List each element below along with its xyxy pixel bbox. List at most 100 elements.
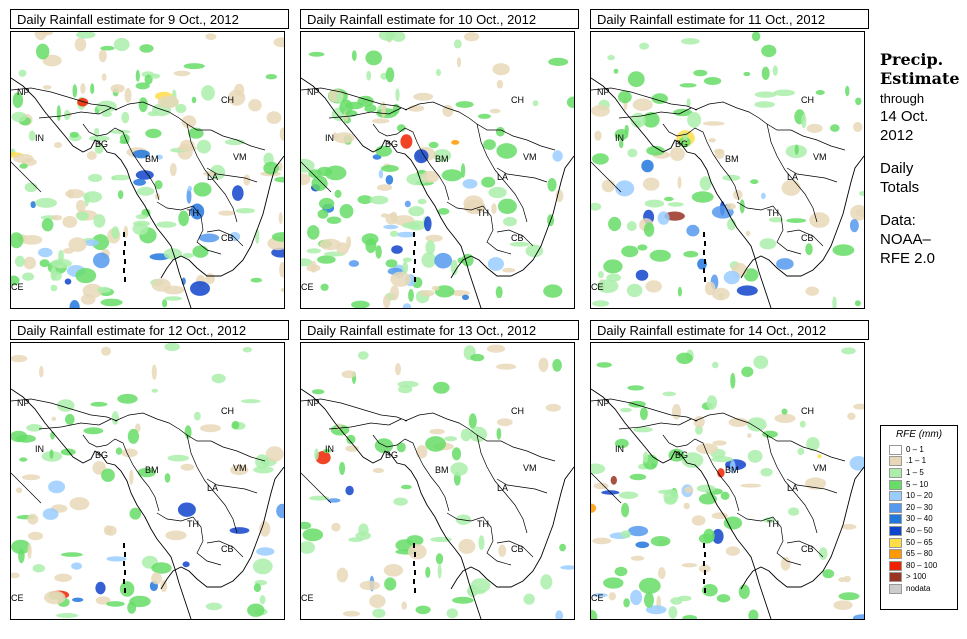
legend-swatch — [889, 525, 902, 536]
legend-label: 80 – 100 — [906, 560, 938, 570]
country-border — [694, 412, 791, 442]
rain-blob — [442, 104, 454, 117]
country-label-in: IN — [615, 133, 624, 143]
rain-blob — [723, 516, 743, 530]
rain-blob — [182, 561, 190, 568]
rain-blob — [555, 610, 564, 619]
rain-blob — [160, 580, 168, 593]
rain-blob — [786, 218, 807, 224]
rain-blob — [713, 148, 725, 154]
rain-blob — [230, 464, 249, 476]
country-border — [206, 229, 244, 247]
rain-blob — [747, 433, 752, 438]
rain-blob — [621, 245, 639, 258]
rain-blob — [559, 543, 566, 552]
rain-blob — [49, 449, 54, 459]
rain-blob — [389, 285, 400, 301]
country-border — [736, 201, 802, 255]
country-label-bg: BG — [675, 139, 689, 149]
rain-blob — [488, 186, 507, 199]
legend-label: 50 – 65 — [906, 537, 933, 547]
rain-blob — [11, 572, 20, 579]
rain-blob — [859, 191, 864, 196]
rain-blob — [345, 445, 359, 452]
rain-blob — [71, 562, 83, 570]
rain-blob — [414, 149, 429, 164]
rain-blob — [50, 284, 58, 292]
rain-blob — [36, 43, 50, 60]
rain-blob — [703, 528, 715, 543]
rain-blob — [180, 463, 195, 471]
rain-blob — [311, 389, 325, 395]
rain-blob — [336, 91, 343, 104]
rain-blob — [177, 144, 197, 152]
map-canvas — [591, 347, 864, 619]
rain-blob — [205, 33, 217, 40]
rain-blob — [664, 196, 674, 202]
rain-blob — [639, 407, 648, 421]
rain-blob — [396, 124, 406, 132]
map-panel-1: Daily Rainfall estimate for 9 Oct., 2012… — [10, 9, 291, 309]
rain-blob — [173, 70, 191, 77]
rain-blob — [127, 428, 139, 444]
rain-blob — [54, 573, 72, 582]
rain-blob — [19, 457, 28, 462]
rain-blob — [202, 171, 218, 176]
country-border — [11, 472, 42, 504]
caption-date-1: 14 Oct. — [880, 108, 929, 125]
map-canvas — [591, 32, 864, 308]
rain-blob — [28, 130, 36, 142]
island — [704, 552, 706, 557]
rain-blob — [596, 279, 619, 293]
rain-blob — [452, 596, 474, 604]
rain-blob — [88, 174, 103, 182]
country-label-ch: CH — [801, 95, 814, 105]
rain-blob — [187, 185, 192, 192]
map-canvas — [301, 344, 574, 619]
rain-blob — [119, 133, 130, 144]
rain-blob — [22, 272, 35, 281]
rain-blob — [708, 138, 716, 143]
rain-blob — [301, 173, 311, 186]
rain-blob — [613, 68, 619, 74]
island — [413, 250, 415, 255]
rain-blob — [138, 97, 148, 113]
rain-blob — [65, 413, 75, 425]
rain-blob — [396, 231, 416, 238]
rain-blob — [638, 577, 661, 594]
country-border — [766, 434, 818, 534]
island — [124, 588, 126, 593]
country-border — [496, 229, 534, 247]
country-label-np: NP — [597, 87, 610, 97]
rain-blob — [51, 416, 57, 421]
rain-blob — [436, 69, 441, 76]
rain-blob — [686, 224, 700, 237]
country-border — [11, 87, 118, 111]
rain-blob — [83, 427, 104, 435]
island — [414, 277, 416, 282]
island — [703, 579, 705, 584]
country-border — [301, 472, 332, 504]
rain-blob — [739, 199, 745, 214]
rain-blob — [433, 149, 452, 162]
island — [123, 232, 125, 237]
rainfall-map: NP CH IN BG BM VM LA TH CB CE — [590, 31, 865, 309]
rain-blob — [100, 298, 123, 307]
rain-blob — [147, 111, 159, 117]
rain-blob — [736, 285, 758, 296]
coastline — [11, 388, 192, 619]
rain-blob — [395, 88, 400, 102]
rain-blob — [722, 174, 741, 181]
rain-blob — [88, 135, 110, 142]
rain-blob — [65, 189, 85, 199]
country-label-th: TH — [477, 519, 489, 529]
rain-blob — [229, 231, 241, 242]
country-label-in: IN — [35, 444, 44, 454]
rain-blob — [192, 245, 209, 258]
caption-totals-1: Daily — [880, 160, 914, 177]
rain-blob — [434, 285, 455, 298]
rain-blob — [42, 508, 59, 520]
rain-blob — [855, 97, 862, 106]
rain-blob — [503, 216, 517, 227]
rain-blob — [455, 101, 474, 108]
